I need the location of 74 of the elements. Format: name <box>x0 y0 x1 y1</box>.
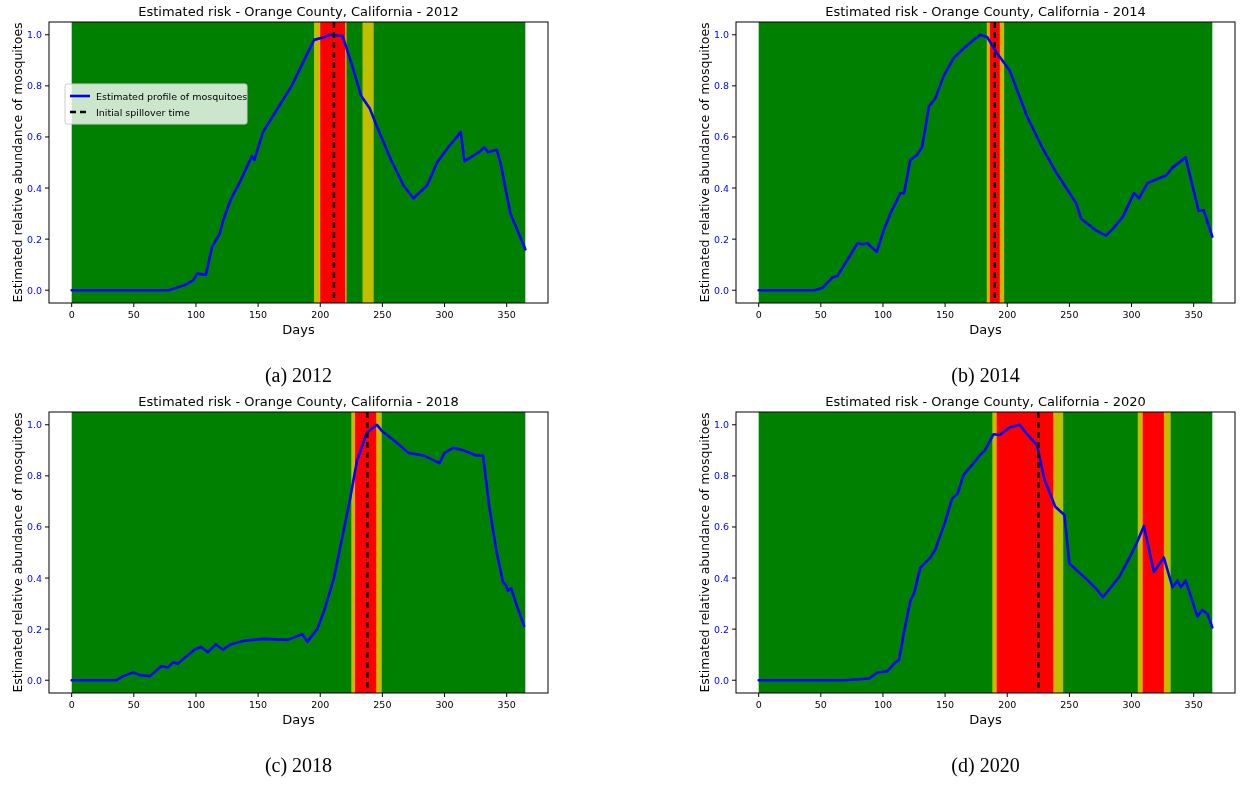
y-tick-label: 0.2 <box>26 623 42 635</box>
x-tick-label: 250 <box>373 309 392 320</box>
y-tick-label: 0.2 <box>26 233 42 245</box>
x-tick-label: 200 <box>311 699 330 710</box>
y-tick-label: 0.8 <box>26 470 42 482</box>
x-tick-label: 50 <box>127 699 140 710</box>
x-tick-label: 50 <box>814 699 827 710</box>
y-tick-label: 1.0 <box>26 419 42 431</box>
chart-title: Estimated risk - Orange County, California - 2012 <box>138 4 459 19</box>
x-tick-label: 250 <box>1060 699 1079 710</box>
legend-label: Estimated profile of mosquitoes <box>96 90 248 102</box>
x-tick-label: 100 <box>186 309 206 320</box>
x-axis-title: Days <box>969 712 1002 727</box>
y-axis-title: Estimated relative abundance of mosquitoes <box>10 22 25 303</box>
y-tick-label: 0.0 <box>26 284 42 296</box>
y-tick-label: 0.4 <box>26 182 42 194</box>
x-tick-label: 100 <box>873 309 893 320</box>
y-tick-label: 0.2 <box>713 623 729 635</box>
y-axis-title: Estimated relative abundance of mosquitoes <box>697 22 712 303</box>
y-tick-label: 0.0 <box>26 674 42 686</box>
x-tick-label: 200 <box>998 699 1017 710</box>
y-tick-label: 0.8 <box>26 80 42 92</box>
x-tick-label: 250 <box>1060 309 1079 320</box>
x-tick-label: 200 <box>311 309 330 320</box>
x-tick-label: 200 <box>998 309 1017 320</box>
x-tick-label: 350 <box>497 699 516 710</box>
y-tick-label: 0.0 <box>713 284 729 296</box>
x-tick-label: 300 <box>1122 309 1141 320</box>
x-tick-label: 350 <box>497 309 516 320</box>
x-tick-label: 300 <box>435 309 454 320</box>
chart-title: Estimated risk - Orange County, California - 2014 <box>825 4 1146 19</box>
x-axis-title: Days <box>282 712 315 727</box>
y-tick-label: 0.4 <box>26 572 42 584</box>
text: (b) 2014 <box>951 364 1020 387</box>
x-axis-title: Days <box>282 322 315 337</box>
x-tick-label: 150 <box>249 309 268 320</box>
y-tick-label: 0.8 <box>713 470 729 482</box>
x-tick-label: 150 <box>936 309 955 320</box>
y-tick-label: 0.4 <box>713 572 729 584</box>
x-tick-label: 0 <box>755 699 762 710</box>
x-tick-label: 350 <box>1184 309 1203 320</box>
y-tick-label: 0.6 <box>26 131 42 143</box>
y-tick-label: 0.6 <box>26 521 42 533</box>
chart-title: Estimated risk - Orange County, California - 2018 <box>138 394 459 409</box>
y-tick-label: 0.0 <box>713 674 729 686</box>
x-tick-label: 150 <box>249 699 268 710</box>
x-tick-label: 0 <box>755 309 762 320</box>
y-tick-label: 1.0 <box>713 419 729 431</box>
x-tick-label: 50 <box>127 309 140 320</box>
x-tick-label: 0 <box>68 699 75 710</box>
y-tick-label: 1.0 <box>26 29 42 41</box>
y-tick-label: 0.8 <box>713 80 729 92</box>
text: (a) 2012 <box>264 364 333 387</box>
ref-line-label: Initial spillover time <box>96 106 191 118</box>
x-tick-label: 0 <box>68 309 75 320</box>
chart-title: Estimated risk - Orange County, California - 2020 <box>825 394 1146 409</box>
y-tick-label: 0.2 <box>713 233 729 245</box>
y-tick-label: 1.0 <box>713 29 729 41</box>
x-tick-label: 100 <box>186 699 206 710</box>
x-tick-label: 150 <box>936 699 955 710</box>
y-tick-label: 0.6 <box>713 131 729 143</box>
text: (c) 2018 <box>264 754 333 777</box>
x-tick-label: 100 <box>873 699 893 710</box>
text: (d) 2020 <box>951 754 1020 777</box>
x-tick-label: 300 <box>435 699 454 710</box>
y-axis-title: Estimated relative abundance of mosquitoes <box>10 412 25 693</box>
x-axis-title: Days <box>969 322 1002 337</box>
x-tick-label: 350 <box>1184 699 1203 710</box>
y-axis-title: Estimated relative abundance of mosquitoes <box>697 412 712 693</box>
y-tick-label: 0.6 <box>713 521 729 533</box>
x-tick-label: 250 <box>373 699 392 710</box>
x-tick-label: 50 <box>814 309 827 320</box>
y-tick-label: 0.4 <box>713 182 729 194</box>
x-tick-label: 300 <box>1122 699 1141 710</box>
